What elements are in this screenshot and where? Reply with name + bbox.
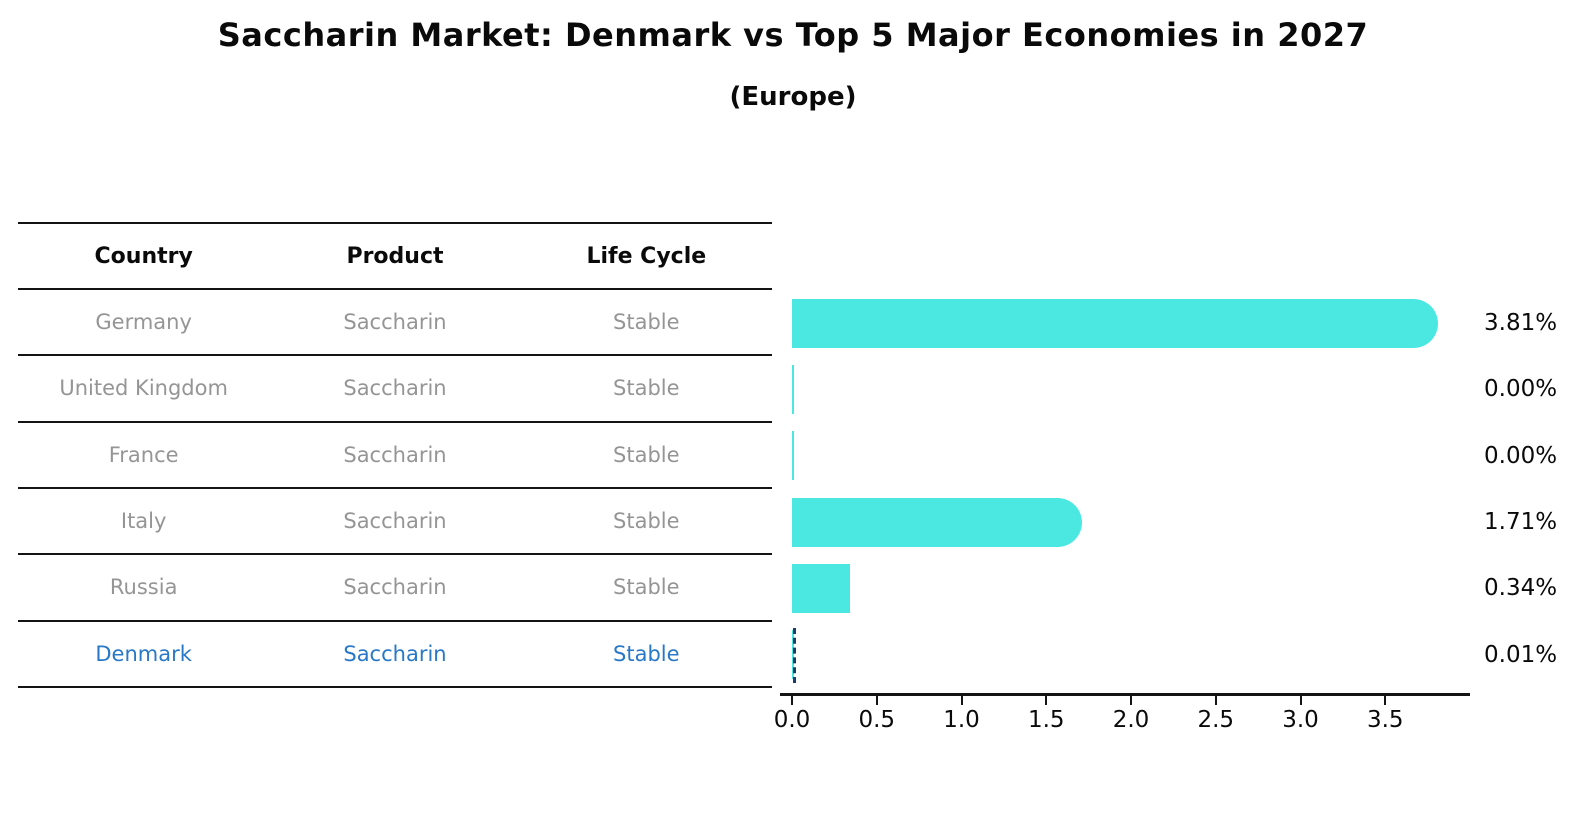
bar-row: 0.01% <box>792 622 1557 688</box>
denmark-target-marker <box>793 627 796 683</box>
table-cell-product: Saccharin <box>343 442 447 467</box>
bar-value-label: 0.34% <box>1484 575 1558 602</box>
bar <box>792 563 850 613</box>
table-cell-lifecycle: Stable <box>613 442 680 467</box>
x-axis-tick-label: 0.0 <box>773 707 811 733</box>
x-axis-tick <box>1384 696 1387 705</box>
bar-value-label: 1.71% <box>1484 509 1558 536</box>
table-row: Germany Saccharin Stable <box>18 290 772 357</box>
x-axis-tick-label: 2.5 <box>1197 707 1235 733</box>
table-cell-country: France <box>108 442 179 467</box>
table-cell-country: Italy <box>120 509 167 534</box>
x-axis-tick-label: 2.0 <box>1112 707 1150 733</box>
x-axis-tick <box>1045 696 1048 705</box>
bar <box>792 298 1438 348</box>
bar-value-label: 3.81% <box>1484 310 1558 337</box>
table-row: France Saccharin Stable <box>18 423 772 489</box>
table-cell-country: Russia <box>109 575 178 600</box>
table-row: Denmark Saccharin Stable <box>18 622 772 688</box>
x-axis-tick-label: 0.5 <box>858 707 896 733</box>
bar-row: 0.34% <box>792 555 1557 621</box>
table-cell-lifecycle: Stable <box>613 509 680 534</box>
bar-chart-plot-area: 3.81% 0.00% 0.00% 1.71% 0.34% 0.01% <box>792 290 1557 688</box>
bar-value-label: 0.00% <box>1484 442 1558 469</box>
table-cell-product: Saccharin <box>343 310 447 335</box>
table-cell-lifecycle: Stable <box>613 310 680 335</box>
x-axis-tick <box>1214 696 1217 705</box>
table-row: United Kingdom Saccharin Stable <box>18 356 772 423</box>
comparison-table: Country Product Life Cycle Germany Sacch… <box>18 222 772 688</box>
chart-title: Saccharin Market: Denmark vs Top 5 Major… <box>217 16 1369 54</box>
x-axis-tick-label: 3.0 <box>1282 707 1319 733</box>
table-header-product: Product <box>346 243 444 269</box>
table-cell-country: Germany <box>95 310 192 335</box>
table-cell-product: Saccharin <box>343 641 447 666</box>
table-cell-product: Saccharin <box>343 575 447 600</box>
x-axis-tick-label: 3.5 <box>1366 707 1404 733</box>
bar <box>792 431 794 481</box>
table-cell-product: Saccharin <box>343 509 447 534</box>
table-row: Russia Saccharin Stable <box>18 555 772 622</box>
table-cell-lifecycle: Stable <box>613 641 680 666</box>
x-axis-tick <box>960 696 963 705</box>
table-body: Germany Saccharin Stable United Kingdom … <box>18 290 772 688</box>
x-axis-tick-label: 1.0 <box>943 707 980 733</box>
table-cell-lifecycle: Stable <box>613 376 680 401</box>
bar-value-label: 0.00% <box>1484 376 1558 403</box>
table-cell-lifecycle: Stable <box>613 575 680 600</box>
x-axis-tick-label: 1.5 <box>1027 707 1065 733</box>
table-header-country: Country <box>94 243 193 269</box>
x-axis-tick <box>791 696 793 705</box>
bar <box>792 497 1082 547</box>
bar-value-label: 0.01% <box>1484 641 1558 668</box>
bar-row: 0.00% <box>792 423 1557 489</box>
x-axis-tick <box>1130 696 1132 705</box>
bar <box>792 364 794 414</box>
table-header-lifecycle: Life Cycle <box>586 243 707 269</box>
table-cell-country: Denmark <box>95 641 192 666</box>
bar-row: 1.71% <box>792 489 1557 555</box>
table-cell-country: United Kingdom <box>59 376 228 401</box>
table-row: Italy Saccharin Stable <box>18 489 772 556</box>
x-axis-tick <box>875 696 878 705</box>
table-header-row: Country Product Life Cycle <box>18 222 772 290</box>
bar-row: 3.81% <box>792 290 1557 356</box>
bar-row: 0.00% <box>792 356 1557 422</box>
x-axis-line <box>780 693 1470 696</box>
table-cell-product: Saccharin <box>343 376 447 401</box>
chart-subtitle: (Europe) <box>729 82 857 112</box>
x-axis-tick <box>1299 696 1302 705</box>
